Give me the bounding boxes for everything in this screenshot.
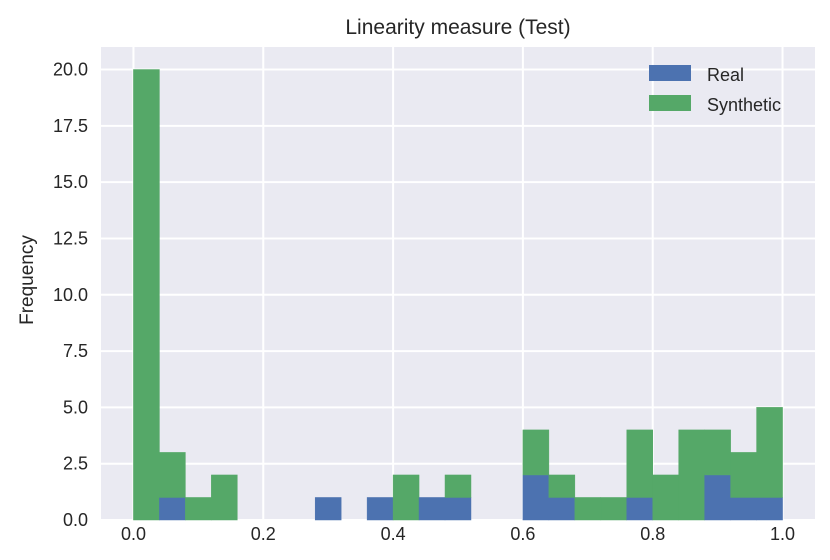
y-tick-label: 12.5 [53, 228, 88, 248]
bar-synthetic [730, 452, 757, 498]
y-axis-label: Frequency [17, 235, 38, 325]
x-tick-label: 0.4 [381, 524, 406, 544]
bar-synthetic [444, 474, 472, 498]
x-tick-label: 0.2 [251, 524, 276, 544]
bar-real [444, 497, 472, 521]
bar-real [366, 497, 394, 521]
bar-synthetic [548, 474, 576, 498]
bar-real [626, 497, 653, 521]
x-tick-label: 1.0 [770, 524, 795, 544]
bar-real [704, 474, 731, 521]
bar-synthetic [185, 497, 212, 521]
legend-label-synthetic: Synthetic [707, 95, 781, 115]
bar-synthetic [574, 497, 602, 521]
bar-real [548, 497, 576, 521]
bar-real [418, 497, 446, 521]
bar-real [730, 497, 757, 521]
y-tick-label: 2.5 [63, 454, 88, 474]
y-tick-label: 10.0 [53, 285, 88, 305]
bar-synthetic [133, 69, 160, 521]
bar-real [522, 474, 550, 521]
legend-label-real: Real [707, 65, 744, 85]
bar-synthetic [756, 407, 783, 498]
bar-synthetic [600, 497, 628, 521]
legend-swatch-synthetic [649, 95, 691, 111]
chart-title: Linearity measure (Test) [345, 16, 570, 39]
bar-real [159, 497, 186, 521]
bar-synthetic [522, 429, 550, 476]
x-tick-label: 0.0 [121, 524, 146, 544]
bar-real [756, 497, 783, 521]
y-tick-label: 0.0 [63, 510, 88, 530]
bar-synthetic [652, 474, 679, 521]
legend: Real Synthetic [649, 65, 781, 115]
bar-synthetic [704, 429, 731, 476]
bar-synthetic [211, 474, 238, 521]
y-tick-label: 15.0 [53, 172, 88, 192]
y-tick-label: 20.0 [53, 60, 88, 80]
x-tick-label: 0.8 [640, 524, 665, 544]
bar-real [314, 497, 342, 521]
legend-swatch-real [649, 65, 691, 81]
bar-synthetic [678, 429, 705, 521]
x-tick-label: 0.6 [510, 524, 535, 544]
y-tick-label: 5.0 [63, 397, 88, 417]
y-tick-label: 7.5 [63, 341, 88, 361]
bar-synthetic [159, 452, 186, 498]
bar-synthetic [392, 474, 420, 521]
bar-synthetic [626, 429, 653, 498]
y-tick-label: 17.5 [53, 116, 88, 136]
